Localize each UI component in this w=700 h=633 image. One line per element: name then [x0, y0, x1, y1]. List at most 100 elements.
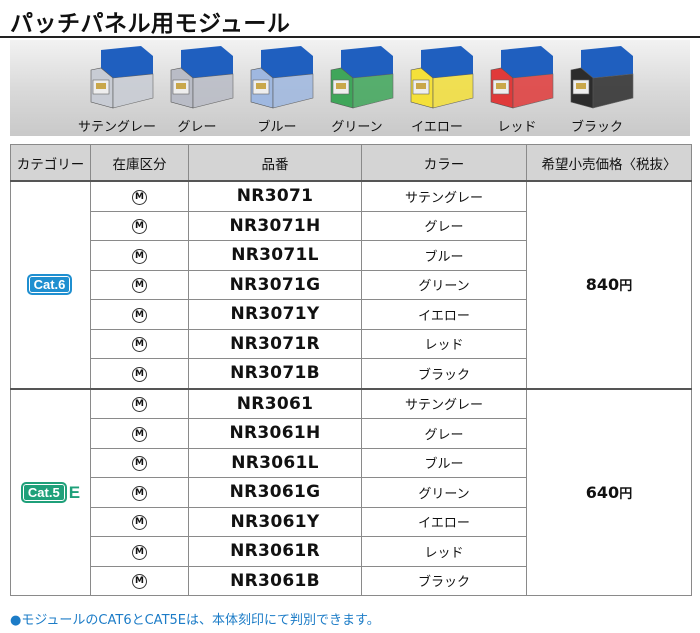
stock-mark-icon: M: [132, 456, 147, 472]
part-number: NR3061H: [188, 418, 362, 449]
color-name: サテングレー: [361, 180, 527, 212]
product-table: カテゴリー 在庫区分 品番 カラー 希望小売価格〈税抜〉 Cat.6 M NR307…: [10, 144, 692, 596]
title-divider: [0, 36, 700, 38]
part-number: NR3071: [188, 180, 362, 212]
stock-mark-icon: M: [132, 366, 147, 382]
part-number: NR3061G: [188, 477, 362, 508]
module-image: [567, 46, 637, 112]
color-name: ブルー: [361, 240, 527, 271]
module-image: [327, 46, 397, 112]
stock-cell: M: [90, 240, 189, 271]
table-row: M NR3061Y イエロー: [11, 506, 692, 537]
table-row: M NR3061G グリーン: [11, 477, 692, 508]
table-row: M NR3071H グレー: [11, 210, 692, 241]
stock-mark-icon: M: [132, 544, 147, 560]
module-image: [87, 46, 157, 112]
category-badge: Cat.6: [26, 274, 73, 295]
part-number: NR3071G: [188, 269, 362, 300]
table-row: M NR3061B ブラック: [11, 565, 692, 596]
color-name: レッド: [361, 328, 527, 359]
table-row: M NR3071R レッド: [11, 328, 692, 359]
stock-mark-icon: M: [132, 278, 147, 294]
part-number: NR3071L: [188, 240, 362, 271]
stock-mark-icon: M: [132, 219, 147, 235]
stock-mark-icon: M: [132, 397, 147, 413]
stock-cell: M: [90, 506, 189, 537]
table-row: M NR3071Y イエロー: [11, 299, 692, 330]
part-number: NR3061Y: [188, 506, 362, 537]
footnote: ●モジュールのCAT6とCAT5Eは、本体刻印にて判別できます。: [10, 613, 380, 628]
module-caption: ブルー: [257, 120, 297, 135]
category-badge: Cat.5: [20, 481, 67, 503]
stock-cell: M: [90, 180, 189, 212]
part-number: NR3061B: [188, 565, 362, 596]
header-part-number: 品番: [188, 144, 362, 182]
stock-cell: M: [90, 565, 189, 596]
stock-cell: M: [90, 269, 189, 300]
stock-mark-icon: M: [132, 248, 147, 264]
price-value: 640: [585, 482, 620, 502]
part-number: NR3071B: [188, 358, 362, 389]
part-number: NR3061L: [188, 447, 362, 478]
module-caption: ブラック: [570, 120, 623, 135]
stock-cell: M: [90, 299, 189, 330]
color-name: ブラック: [361, 565, 527, 596]
part-number: NR3061: [188, 387, 362, 419]
stock-mark-icon: M: [132, 485, 147, 501]
module-caption: サテングレー: [77, 120, 156, 135]
stock-cell: M: [90, 210, 189, 241]
color-name: グリーン: [361, 477, 527, 508]
price-unit: 円: [619, 486, 633, 502]
price-cell: 840円: [526, 180, 692, 389]
table-row: Cat.6 M NR3071 サテングレー 840円: [10, 180, 692, 389]
category-suffix: E: [68, 483, 81, 502]
color-name: グレー: [361, 418, 527, 449]
module-image: [487, 46, 557, 112]
color-name: サテングレー: [361, 387, 527, 419]
header-category: カテゴリー: [10, 144, 91, 182]
stock-cell: M: [90, 358, 189, 389]
color-name: ブルー: [361, 447, 527, 478]
module-caption: イエロー: [411, 120, 463, 135]
stock-mark-icon: M: [132, 189, 147, 205]
stock-cell: M: [90, 536, 189, 567]
color-name: グリーン: [361, 269, 527, 300]
table-row: M NR3071L ブルー: [11, 240, 692, 271]
price-unit: 円: [619, 279, 633, 295]
price-cell: 640円: [526, 387, 692, 596]
part-number: NR3071Y: [188, 299, 362, 330]
module-image: [247, 46, 317, 112]
module-caption: レッド: [497, 120, 537, 135]
table-row: M NR3071G グリーン: [11, 269, 692, 300]
stock-cell: M: [90, 477, 189, 508]
stock-cell: M: [90, 328, 189, 359]
category-cell: Cat.6: [10, 180, 91, 389]
table-row: M NR3061L ブルー: [11, 447, 692, 478]
module-caption: グリーン: [331, 120, 383, 135]
module-caption: グレー: [177, 120, 217, 135]
header-stock: 在庫区分: [90, 144, 189, 182]
color-name: イエロー: [361, 299, 527, 330]
price-value: 840: [585, 275, 620, 295]
color-name: レッド: [361, 536, 527, 567]
table-row: Cat.5 E M NR3061 サテングレー 640円: [10, 387, 692, 596]
color-name: グレー: [361, 210, 527, 241]
module-image: [407, 46, 477, 112]
module-image: [167, 46, 237, 112]
part-number: NR3071H: [188, 210, 362, 241]
color-name: イエロー: [361, 506, 527, 537]
product-photo-band: サテングレー グレー ブルー グリーン イエロー レッド ブラック: [10, 40, 690, 136]
stock-cell: M: [90, 387, 189, 419]
stock-cell: M: [90, 418, 189, 449]
table-row: M NR3071B ブラック: [11, 358, 692, 389]
stock-mark-icon: M: [132, 515, 147, 531]
stock-mark-icon: M: [132, 337, 147, 353]
category-cell: Cat.5 E: [10, 387, 91, 596]
stock-cell: M: [90, 447, 189, 478]
header-color: カラー: [361, 144, 527, 182]
table-header-row: カテゴリー 在庫区分 品番 カラー 希望小売価格〈税抜〉: [10, 144, 692, 182]
color-name: ブラック: [361, 358, 527, 389]
part-number: NR3071R: [188, 328, 362, 359]
header-price: 希望小売価格〈税抜〉: [526, 144, 692, 182]
stock-mark-icon: M: [132, 574, 147, 590]
